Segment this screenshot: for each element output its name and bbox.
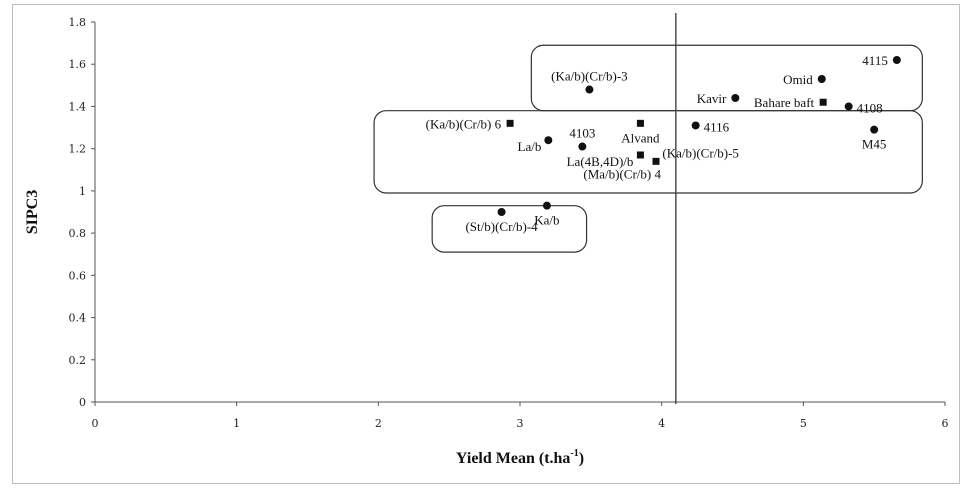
point-label: La/b [518, 139, 542, 154]
x-tick-label: 5 [800, 417, 807, 430]
axes: 0 0.2 0.4 0.6 0.8 1 1.2 1.4 1.6 1.8 0 1 2 3 4 5 6 [69, 16, 949, 430]
y-tick-label: 0.8 [69, 227, 87, 240]
y-tick-label: 1.8 [69, 16, 87, 29]
y-tick-label: 0 [79, 396, 86, 409]
x-tick-label: 6 [942, 417, 949, 430]
y-tick-label: 0.6 [69, 269, 87, 282]
point-marker [844, 102, 853, 111]
point-label: (Ma/b)(Cr/b) 4 [583, 166, 661, 181]
point-marker [892, 56, 901, 64]
point-marker [817, 75, 826, 83]
point-label: Bahare baft [754, 95, 815, 110]
x-tick-label: 1 [233, 417, 240, 430]
y-axis-title: SIPC3 [24, 190, 41, 234]
point-marker [585, 85, 594, 94]
y-tick-label: 1.2 [69, 143, 87, 156]
group-boxes [373, 44, 923, 253]
y-tick-label: 1.4 [69, 100, 87, 113]
point-label: Ka/b [534, 213, 559, 228]
y-tick-label: 1 [79, 185, 86, 198]
point-label: 4103 [569, 126, 595, 141]
x-axis-title: Yield Mean (t.ha-1) [456, 448, 584, 467]
point-label: (St/b)(Cr/b)-4 [465, 219, 538, 234]
point-label: Omid [783, 72, 813, 87]
x-tick-label: 3 [517, 417, 524, 430]
point-label: Alvand [621, 130, 660, 145]
point-marker [731, 94, 740, 102]
point-label: La(4B,4D)/b [567, 154, 634, 169]
point-marker [652, 157, 660, 165]
x-axis-title-close: ) [579, 450, 584, 467]
y-tick-label: 0.4 [69, 312, 87, 325]
scatter-chart: 0 0.2 0.4 0.6 0.8 1 1.2 1.4 1.6 1.8 0 1 2 3 4 5 6 4115 Om… [24, 13, 949, 467]
chart-frame: 0 0.2 0.4 0.6 0.8 1 1.2 1.4 1.6 1.8 0 1 2 3 4 5 6 4115 Om… [12, 4, 960, 484]
point-labels: 4115 Omid Kavir Bahare baft 4108 M45 4116 (Ka/b… [426, 53, 888, 234]
point-label: M45 [862, 137, 887, 152]
point-marker [544, 136, 553, 145]
point-label: 4116 [704, 119, 730, 134]
x-axis-title-main: Yield Mean (t.ha [456, 450, 571, 467]
x-axis-title-superscript: -1 [570, 448, 578, 459]
point-label: (Ka/b)(Cr/b)-5 [662, 145, 739, 160]
x-tick-label: 4 [658, 417, 665, 430]
point-marker [497, 208, 506, 216]
point-marker [870, 125, 879, 134]
point-label: (Ka/b)(Cr/b)-3 [551, 69, 628, 84]
point-marker [636, 151, 644, 159]
group-bottom-box [431, 205, 588, 253]
point-label: 4108 [857, 100, 883, 115]
points [497, 56, 901, 216]
point-marker [578, 142, 587, 151]
point-label: 4115 [862, 53, 888, 68]
x-tick-label: 0 [92, 417, 99, 430]
x-tick-label: 2 [375, 417, 382, 430]
y-tick-label: 1.6 [69, 58, 87, 71]
point-label: (Ka/b)(Cr/b) 6 [426, 116, 502, 131]
point-marker [542, 201, 551, 210]
group-middle-box [373, 110, 923, 194]
y-tick-label: 0.2 [69, 354, 87, 367]
point-marker [691, 121, 700, 130]
point-marker [819, 98, 827, 106]
point-marker [636, 119, 644, 127]
point-marker [506, 119, 514, 127]
point-label: Kavir [697, 91, 727, 106]
